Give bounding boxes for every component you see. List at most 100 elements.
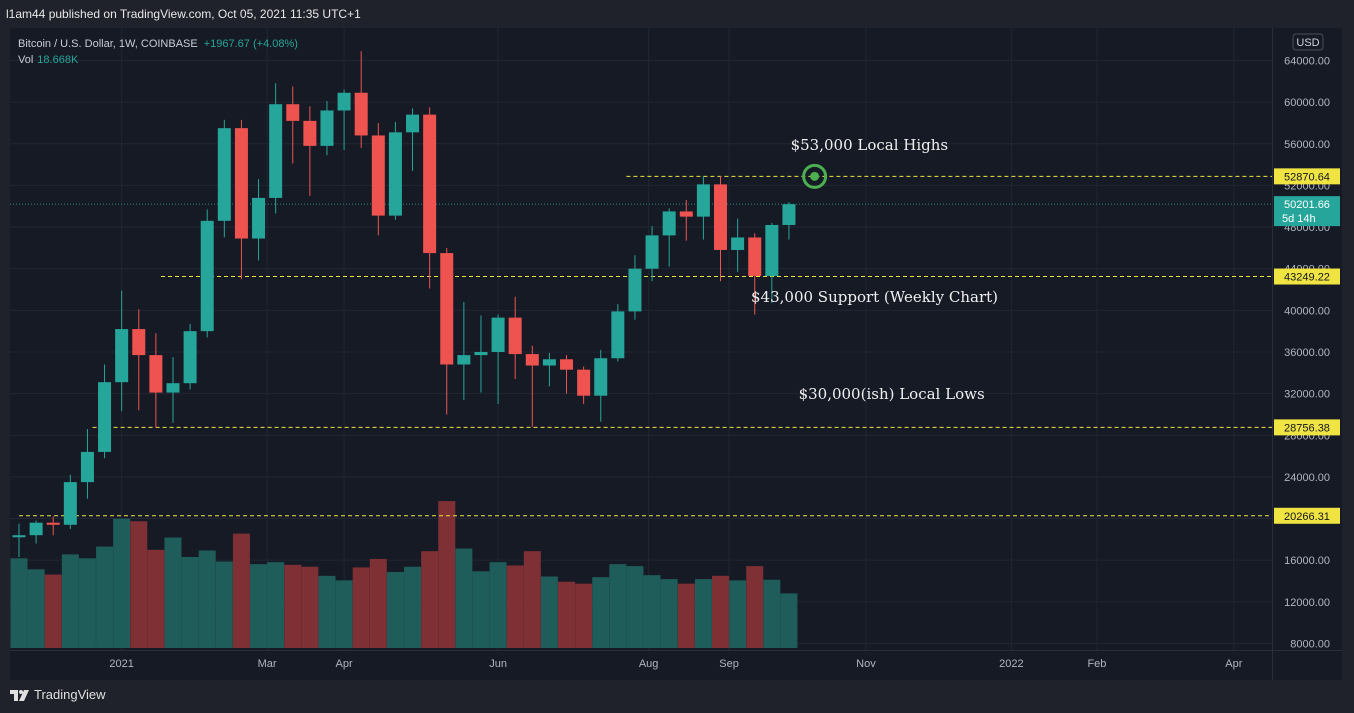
candle-body xyxy=(748,237,762,276)
volume-bar xyxy=(78,558,96,648)
volume-bar xyxy=(729,580,747,648)
candle-body xyxy=(354,92,368,136)
volume-bar xyxy=(250,564,268,648)
level-label: 28756.38 xyxy=(1284,422,1330,434)
footer-brand-label: TradingView xyxy=(34,687,106,702)
volume-bar xyxy=(96,546,114,648)
price-tick-label: 16000.00 xyxy=(1284,555,1330,567)
legend-change: +1967.67 (+4.08%) xyxy=(203,38,298,50)
candle-body xyxy=(115,329,129,383)
candle-body xyxy=(46,522,60,525)
candle-body xyxy=(457,355,471,365)
volume-bar xyxy=(506,565,524,648)
candle-body xyxy=(217,128,231,221)
volume-bar xyxy=(232,533,250,648)
volume-bar xyxy=(780,593,798,648)
footer-brand[interactable]: TradingView xyxy=(10,687,106,702)
currency-button[interactable] xyxy=(1292,33,1324,51)
price-tick-label: 8000.00 xyxy=(1290,638,1330,650)
volume-bar xyxy=(130,521,148,648)
volume-bar xyxy=(386,571,404,648)
candle-body xyxy=(474,351,488,356)
volume-bar xyxy=(113,518,131,648)
level-label-box xyxy=(1274,268,1340,285)
candle-body xyxy=(320,110,334,146)
candle-body xyxy=(234,128,248,239)
candle-body xyxy=(80,451,94,483)
candle-body xyxy=(560,359,574,370)
candle-body xyxy=(628,268,642,312)
level-label-box xyxy=(1274,168,1340,185)
volume-bar xyxy=(694,579,712,648)
candle-body xyxy=(679,211,693,217)
volume-bar xyxy=(335,580,353,648)
candle-body xyxy=(371,135,385,216)
time-tick-label: 2021 xyxy=(109,658,133,670)
chart-frame[interactable]: $53,000 Local Highs $43,000 Support (Week… xyxy=(10,28,1342,680)
price-tick-label: 56000.00 xyxy=(1284,139,1330,151)
volume-bar xyxy=(215,561,233,648)
annotation-label: $53,000 Local Highs xyxy=(791,136,949,154)
candle-body xyxy=(388,132,402,216)
candle-body xyxy=(29,522,43,536)
legend-vol-value: 18.668K xyxy=(37,54,79,66)
volume-bar xyxy=(626,566,644,648)
time-tick-label: Sep xyxy=(719,658,739,670)
volume-bar xyxy=(421,551,439,648)
volume-bar xyxy=(267,562,285,648)
tradingview-logo-icon xyxy=(10,689,29,701)
countdown-label: 5d 14h xyxy=(1282,213,1316,225)
volume-bar xyxy=(61,554,79,648)
candle-body xyxy=(406,114,420,133)
volume-bar xyxy=(523,551,541,648)
candle-body xyxy=(286,104,300,121)
candle-body xyxy=(594,358,608,396)
time-tick-label: Aug xyxy=(639,658,659,670)
annotation-label: $30,000(ish) Local Lows xyxy=(799,385,985,403)
legend-symbol[interactable]: Bitcoin / U.S. Dollar, 1W, COINBASE xyxy=(18,38,198,50)
level-label-box xyxy=(1274,419,1340,436)
volume-bar xyxy=(575,583,593,648)
volume-bar xyxy=(181,557,199,648)
volume-bar xyxy=(609,564,627,648)
volume-bar xyxy=(318,575,336,648)
volume-bar xyxy=(489,562,507,648)
volume-bar xyxy=(369,558,387,648)
current-price-label: 50201.66 xyxy=(1284,199,1330,211)
volume-bar xyxy=(540,576,558,648)
candle-body xyxy=(166,383,180,393)
time-tick-label: Nov xyxy=(856,658,876,670)
candle-body xyxy=(782,204,796,225)
volume-bar xyxy=(44,574,62,648)
legend-symbol-row: Bitcoin / U.S. Dollar, 1W, COINBASE +1967… xyxy=(18,36,298,52)
volume-bar xyxy=(455,548,473,648)
candle-body xyxy=(12,535,26,538)
candle-body xyxy=(696,184,710,217)
price-tick-label: 24000.00 xyxy=(1284,472,1330,484)
volume-bar xyxy=(677,583,695,648)
candle-body xyxy=(714,184,728,250)
legend-volume-row: Vol 18.668K xyxy=(18,52,298,68)
volume-bar xyxy=(472,571,490,648)
candle-body xyxy=(252,197,266,239)
volume-bar xyxy=(27,569,45,648)
target-marker-icon xyxy=(802,163,828,189)
candle-body xyxy=(508,317,522,355)
legend-vol-label[interactable]: Vol xyxy=(18,54,34,66)
volume-bar xyxy=(301,566,319,648)
chart-legend: Bitcoin / U.S. Dollar, 1W, COINBASE +1967… xyxy=(18,36,298,68)
price-tick-label: 64000.00 xyxy=(1284,56,1330,68)
candle-body xyxy=(269,104,283,198)
candle-body xyxy=(577,369,591,396)
volume-bar xyxy=(660,579,678,648)
annotation-label: $43,000 Support (Weekly Chart) xyxy=(751,288,998,306)
candlestick-chart[interactable]: $53,000 Local Highs $43,000 Support (Week… xyxy=(10,28,1342,680)
volume-bar xyxy=(712,575,730,648)
volume-bar xyxy=(404,566,422,648)
time-tick-label: Apr xyxy=(1225,658,1242,670)
price-tick-label: 32000.00 xyxy=(1284,389,1330,401)
volume-bar xyxy=(352,567,370,648)
price-tick-label: 60000.00 xyxy=(1284,97,1330,109)
candle-body xyxy=(337,92,351,111)
candle-body xyxy=(662,211,676,236)
